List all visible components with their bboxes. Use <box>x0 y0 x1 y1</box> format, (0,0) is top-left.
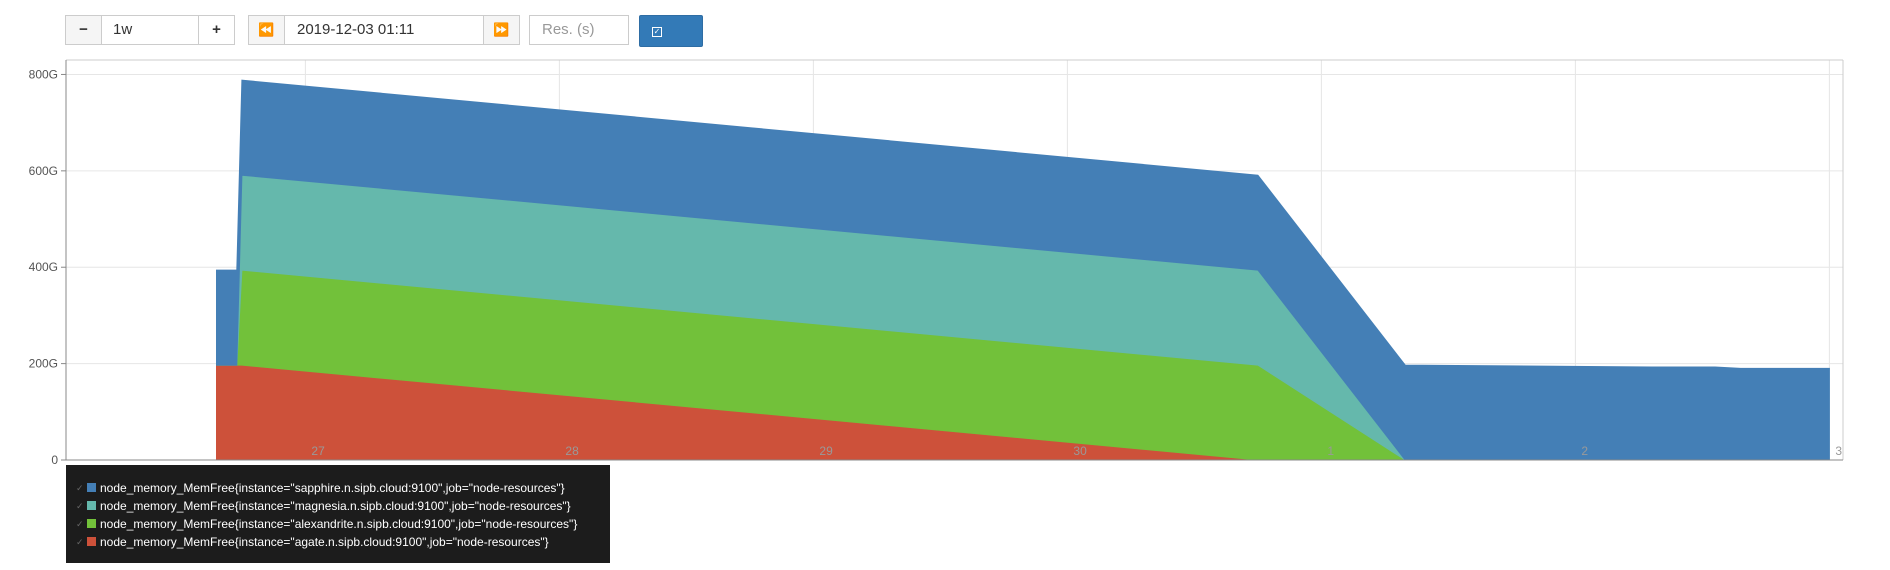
time-back-button[interactable]: ⏪ <box>248 15 285 45</box>
legend-item-sapphire[interactable]: ✓ node_memory_MemFree{instance="sapphire… <box>66 479 610 497</box>
y-tick-label: 200G <box>29 357 58 371</box>
y-tick-label: 600G <box>29 164 58 178</box>
x-tick-label: 27 <box>311 444 325 458</box>
range-increase-button[interactable]: + <box>198 15 235 45</box>
y-axis-labels: 0 200G 400G 600G 800G <box>29 67 59 467</box>
legend-label: node_memory_MemFree{instance="magnesia.n… <box>100 499 571 513</box>
x-axis-labels: 27 28 29 30 1 2 3 <box>311 444 1842 458</box>
time-forward-button[interactable]: ⏩ <box>483 15 520 45</box>
legend-label: node_memory_MemFree{instance="sapphire.n… <box>100 481 565 495</box>
check-icon: ✓ <box>76 537 84 547</box>
resolution-input[interactable]: Res. (s) <box>529 15 629 45</box>
legend-label: node_memory_MemFree{instance="alexandrit… <box>100 517 578 531</box>
x-tick-label: 1 <box>1327 444 1334 458</box>
x-tick-label: 28 <box>565 444 579 458</box>
chart-legend: ✓ node_memory_MemFree{instance="sapphire… <box>66 465 610 563</box>
chart-areas <box>216 79 1830 461</box>
legend-swatch <box>87 519 96 528</box>
range-input[interactable]: 1w <box>101 15 199 45</box>
x-tick-label: 30 <box>1073 444 1087 458</box>
check-icon: ✓ <box>76 519 84 529</box>
y-tick-label: 400G <box>29 260 58 274</box>
legend-swatch <box>87 537 96 546</box>
end-time-input[interactable]: 2019-12-03 01:11 <box>284 15 485 45</box>
checkbox-icon: ✓ <box>652 27 662 37</box>
legend-item-alexandrite[interactable]: ✓ node_memory_MemFree{instance="alexandr… <box>66 515 610 533</box>
legend-item-magnesia[interactable]: ✓ node_memory_MemFree{instance="magnesia… <box>66 497 610 515</box>
x-tick-label: 3 <box>1835 444 1842 458</box>
x-tick-label: 29 <box>819 444 833 458</box>
chart-frame <box>65 59 1844 461</box>
y-tick-label: 800G <box>29 67 58 81</box>
legend-swatch <box>87 483 96 492</box>
check-icon: ✓ <box>76 501 84 511</box>
check-icon: ✓ <box>76 483 84 493</box>
legend-item-agate[interactable]: ✓ node_memory_MemFree{instance="agate.n.… <box>66 533 610 551</box>
y-tick-label: 0 <box>51 453 58 467</box>
legend-label: node_memory_MemFree{instance="agate.n.si… <box>100 535 549 549</box>
x-tick-label: 2 <box>1581 444 1588 458</box>
legend-swatch <box>87 501 96 510</box>
range-decrease-button[interactable]: − <box>65 15 102 45</box>
